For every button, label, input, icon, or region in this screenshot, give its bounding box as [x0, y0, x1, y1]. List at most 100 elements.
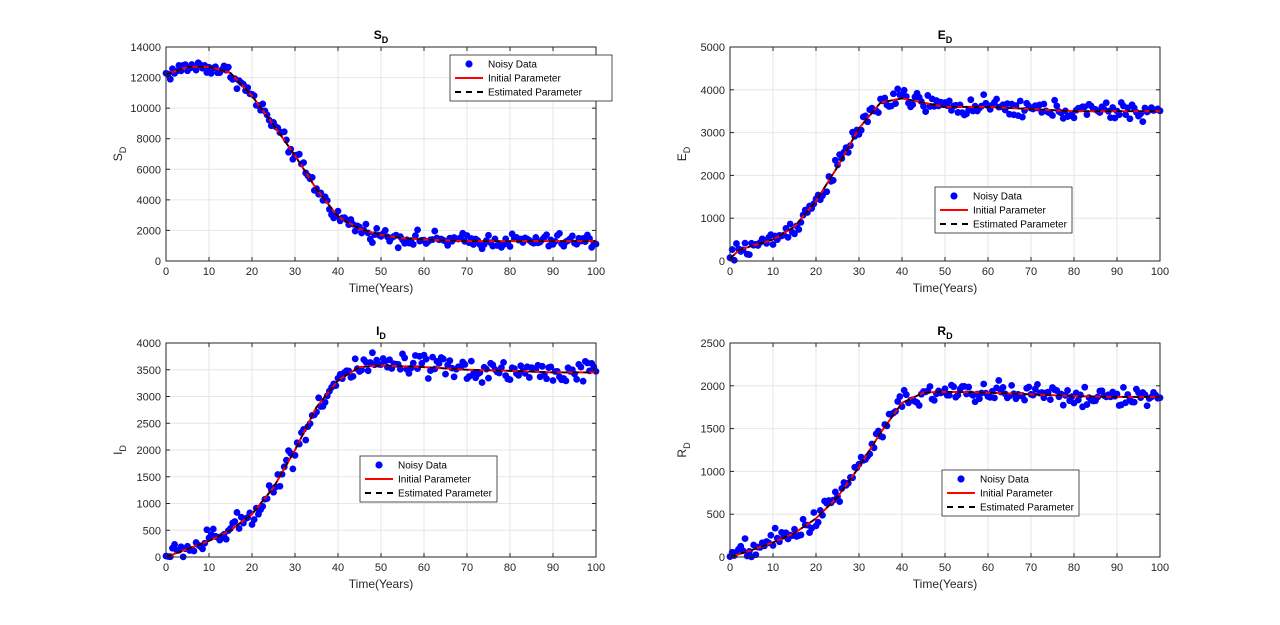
x-tick-label: 20 — [246, 266, 258, 278]
x-tick-label: 10 — [203, 562, 215, 574]
x-tick-label: 20 — [810, 266, 822, 278]
noisy-data-point — [412, 232, 419, 240]
x-tick-label: 50 — [375, 562, 387, 574]
noisy-data-point — [930, 396, 938, 404]
y-tick-label: 3000 — [701, 128, 725, 140]
x-tick-label: 50 — [939, 562, 951, 574]
x-tick-label: 60 — [982, 562, 994, 574]
noisy-data-point — [1102, 99, 1110, 107]
noisy-data-point — [1046, 396, 1054, 404]
noisy-data-point — [879, 433, 887, 441]
noisy-data-point — [538, 362, 546, 370]
noisy-data-point — [993, 384, 1000, 392]
x-tick-label: 10 — [767, 562, 779, 574]
noisy-data-point — [401, 354, 409, 362]
noisy-data-point — [1074, 396, 1082, 404]
y-tick-label: 14000 — [130, 42, 161, 54]
y-tick-label: 1000 — [701, 466, 725, 478]
x-tick-label: 60 — [982, 266, 994, 278]
legend-entry: Noisy Data — [980, 475, 1029, 486]
noisy-data-point — [362, 220, 370, 228]
y-tick-label: 0 — [155, 256, 161, 268]
noisy-data-point — [506, 376, 514, 383]
noisy-data-point — [381, 226, 389, 234]
x-tick-label: 60 — [418, 266, 430, 278]
y-tick-label: 3500 — [137, 365, 161, 377]
x-tick-label: 80 — [504, 266, 516, 278]
noisy-data-point — [573, 375, 581, 383]
x-tick-label: 40 — [896, 266, 908, 278]
noisy-data-point — [424, 375, 432, 382]
noisy-data-point — [799, 515, 807, 523]
y-tick-label: 4000 — [137, 338, 161, 350]
noisy-data-point — [1021, 396, 1028, 404]
noisy-data-point — [351, 355, 359, 363]
x-tick-label: 90 — [547, 562, 559, 574]
noisy-data-point — [414, 226, 421, 234]
x-tick-label: 80 — [1068, 266, 1080, 278]
noisy-data-point — [836, 498, 844, 505]
estimated-parameter-line — [165, 66, 596, 242]
y-axis-label: SD — [111, 146, 128, 161]
subplot-r-d: 0 10 20 30 40 50 60 70 80 90 100050010001500200025… — [675, 324, 1169, 591]
noisy-data-point — [470, 241, 477, 248]
x-axis-label: Time(Years) — [349, 281, 413, 295]
noisy-data-point — [543, 375, 550, 383]
x-tick-label: 70 — [461, 562, 473, 574]
noisy-data-point — [543, 231, 550, 239]
x-tick-label: 10 — [203, 266, 215, 278]
x-tick-label: 90 — [547, 266, 559, 278]
noisy-data-point — [894, 85, 902, 93]
subplot-i-d: 0 10 20 30 40 50 60 70 80 90 100050010001500200025… — [111, 324, 605, 591]
noisy-data-point — [1120, 383, 1127, 391]
noisy-data-point — [745, 251, 753, 259]
noisy-data-point — [829, 176, 837, 184]
estimated-parameter-line — [729, 97, 1160, 260]
noisy-data-point — [192, 66, 200, 74]
chart-title: RD — [937, 324, 953, 341]
noisy-data-point — [791, 230, 798, 238]
noisy-data-point — [525, 374, 533, 381]
x-tick-label: 0 — [727, 266, 733, 278]
y-tick-label: 1500 — [701, 424, 725, 436]
noisy-data-point — [1049, 112, 1056, 119]
noisy-data-point — [482, 365, 490, 373]
noisy-data-point — [199, 545, 206, 553]
noisy-data-point — [941, 385, 949, 393]
x-tick-label: 70 — [1025, 266, 1037, 278]
legend: Noisy Data Initial Parameter Estimated Par… — [934, 186, 1073, 234]
x-tick-label: 30 — [853, 266, 865, 278]
x-tick-label: 50 — [939, 266, 951, 278]
x-tick-label: 30 — [289, 266, 301, 278]
noisy-data-point — [461, 361, 469, 368]
noisy-data-point — [450, 373, 458, 381]
x-tick-label: 30 — [289, 562, 301, 574]
noisy-data-point — [435, 360, 443, 367]
x-tick-label: 0 — [727, 562, 733, 574]
noisy-data-point — [1083, 401, 1091, 408]
legend-marker-noisy — [950, 192, 958, 200]
noisy-data-point — [786, 220, 794, 228]
y-tick-label: 2500 — [137, 418, 161, 430]
noisy-data-point — [517, 362, 525, 370]
x-axis-label: Time(Years) — [349, 577, 413, 591]
noisy-data-point — [250, 516, 258, 523]
noisy-data-point — [442, 370, 449, 378]
noisy-data-point — [890, 90, 897, 98]
noisy-data-point — [532, 234, 540, 241]
legend-entry: Initial Parameter — [398, 475, 471, 486]
noisy-data-point — [515, 371, 522, 379]
noisy-data-point — [995, 377, 1003, 384]
noisy-data-point — [446, 357, 454, 365]
noisy-data-point — [1122, 399, 1129, 407]
y-tick-label: 3000 — [137, 392, 161, 404]
noisy-data-point — [967, 96, 975, 104]
legend-entry: Estimated Parameter — [973, 220, 1068, 231]
noisy-data-point — [926, 383, 934, 390]
legend: Noisy Data Initial Parameter Estimated Par… — [449, 54, 613, 102]
noisy-data-point — [991, 394, 998, 402]
noisy-data-point — [190, 547, 198, 555]
noisy-data-point — [485, 374, 492, 382]
x-tick-label: 100 — [587, 562, 605, 574]
